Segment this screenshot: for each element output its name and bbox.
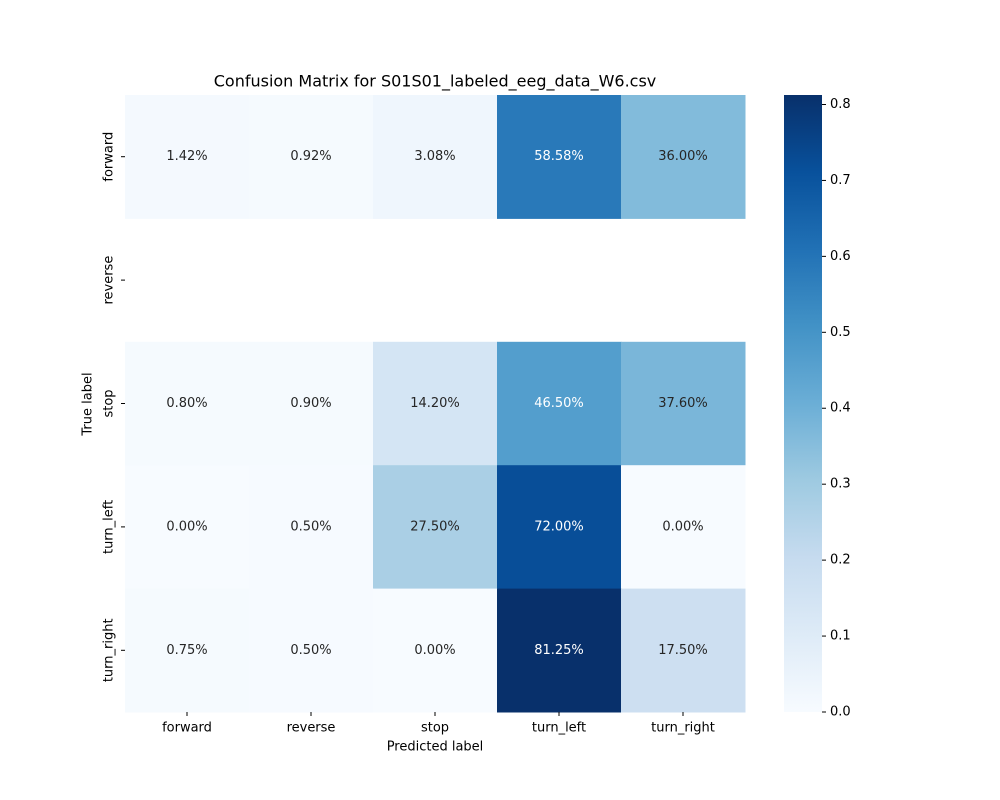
cell: [125, 341, 250, 466]
cell-label: 0.75%: [166, 643, 207, 658]
cell-label: 46.50%: [534, 396, 584, 411]
cell: [621, 588, 746, 713]
cell-label: 36.00%: [658, 149, 708, 164]
cell-label: 0.00%: [662, 519, 703, 534]
colorbar-tick-label: 0.8: [830, 97, 851, 112]
cell: [373, 465, 498, 590]
y-tick-label: forward: [102, 132, 117, 182]
cell: [373, 588, 498, 713]
x-tick-label: turn_right: [651, 721, 715, 736]
colorbar-tick-label: 0.7: [830, 173, 851, 188]
colorbar: [784, 95, 822, 712]
cell: [249, 588, 374, 713]
cell: [249, 341, 374, 466]
y-axis-label: True label: [81, 372, 96, 436]
x-tick-label: stop: [421, 721, 449, 736]
x-tick-label: reverse: [287, 721, 336, 736]
cell-label: 0.00%: [166, 519, 207, 534]
colorbar-tick-label: 0.0: [830, 705, 851, 720]
cell-label: 58.58%: [534, 149, 584, 164]
cell: [621, 465, 746, 590]
cell: [497, 95, 622, 219]
cell: [497, 341, 622, 466]
colorbar-tick-label: 0.2: [830, 553, 851, 568]
colorbar-tick-label: 0.4: [830, 401, 851, 416]
colorbar-tick-label: 0.1: [830, 629, 851, 644]
colorbar-tick-label: 0.6: [830, 249, 851, 264]
chart-title: Confusion Matrix for S01S01_labeled_eeg_…: [214, 72, 657, 92]
cell: [125, 588, 250, 713]
y-tick-label: turn_left: [102, 500, 117, 554]
cell-label: 81.25%: [534, 643, 584, 658]
cell-label: 0.80%: [166, 396, 207, 411]
cell: [249, 465, 374, 590]
x-tick-label: turn_left: [532, 721, 586, 736]
cell: [373, 95, 498, 219]
cell-label: 72.00%: [534, 519, 584, 534]
cell-label: 27.50%: [410, 519, 460, 534]
cell-label: 0.00%: [414, 643, 455, 658]
y-tick-label: stop: [102, 389, 117, 417]
cell: [249, 95, 374, 219]
cell-label: 3.08%: [414, 149, 455, 164]
cell: [125, 465, 250, 590]
cell-label: 0.50%: [290, 643, 331, 658]
colorbar-tick-label: 0.3: [830, 477, 851, 492]
x-axis-label: Predicted label: [387, 740, 484, 755]
cell: [497, 465, 622, 590]
cell: [621, 341, 746, 466]
cell: [621, 95, 746, 219]
cell-label: 1.42%: [166, 149, 207, 164]
cell-label: 0.90%: [290, 396, 331, 411]
cell-label: 0.50%: [290, 519, 331, 534]
cell-label: 0.92%: [290, 149, 331, 164]
x-tick-label: forward: [162, 721, 212, 736]
cell-label: 37.60%: [658, 396, 708, 411]
cell-label: 17.50%: [658, 643, 708, 658]
cell: [125, 95, 250, 219]
cell: [373, 341, 498, 466]
cell-label: 14.20%: [410, 396, 460, 411]
y-tick-label: reverse: [102, 256, 117, 305]
cell: [497, 588, 622, 713]
colorbar-tick-label: 0.5: [830, 325, 851, 340]
y-tick-label: turn_right: [102, 618, 117, 682]
